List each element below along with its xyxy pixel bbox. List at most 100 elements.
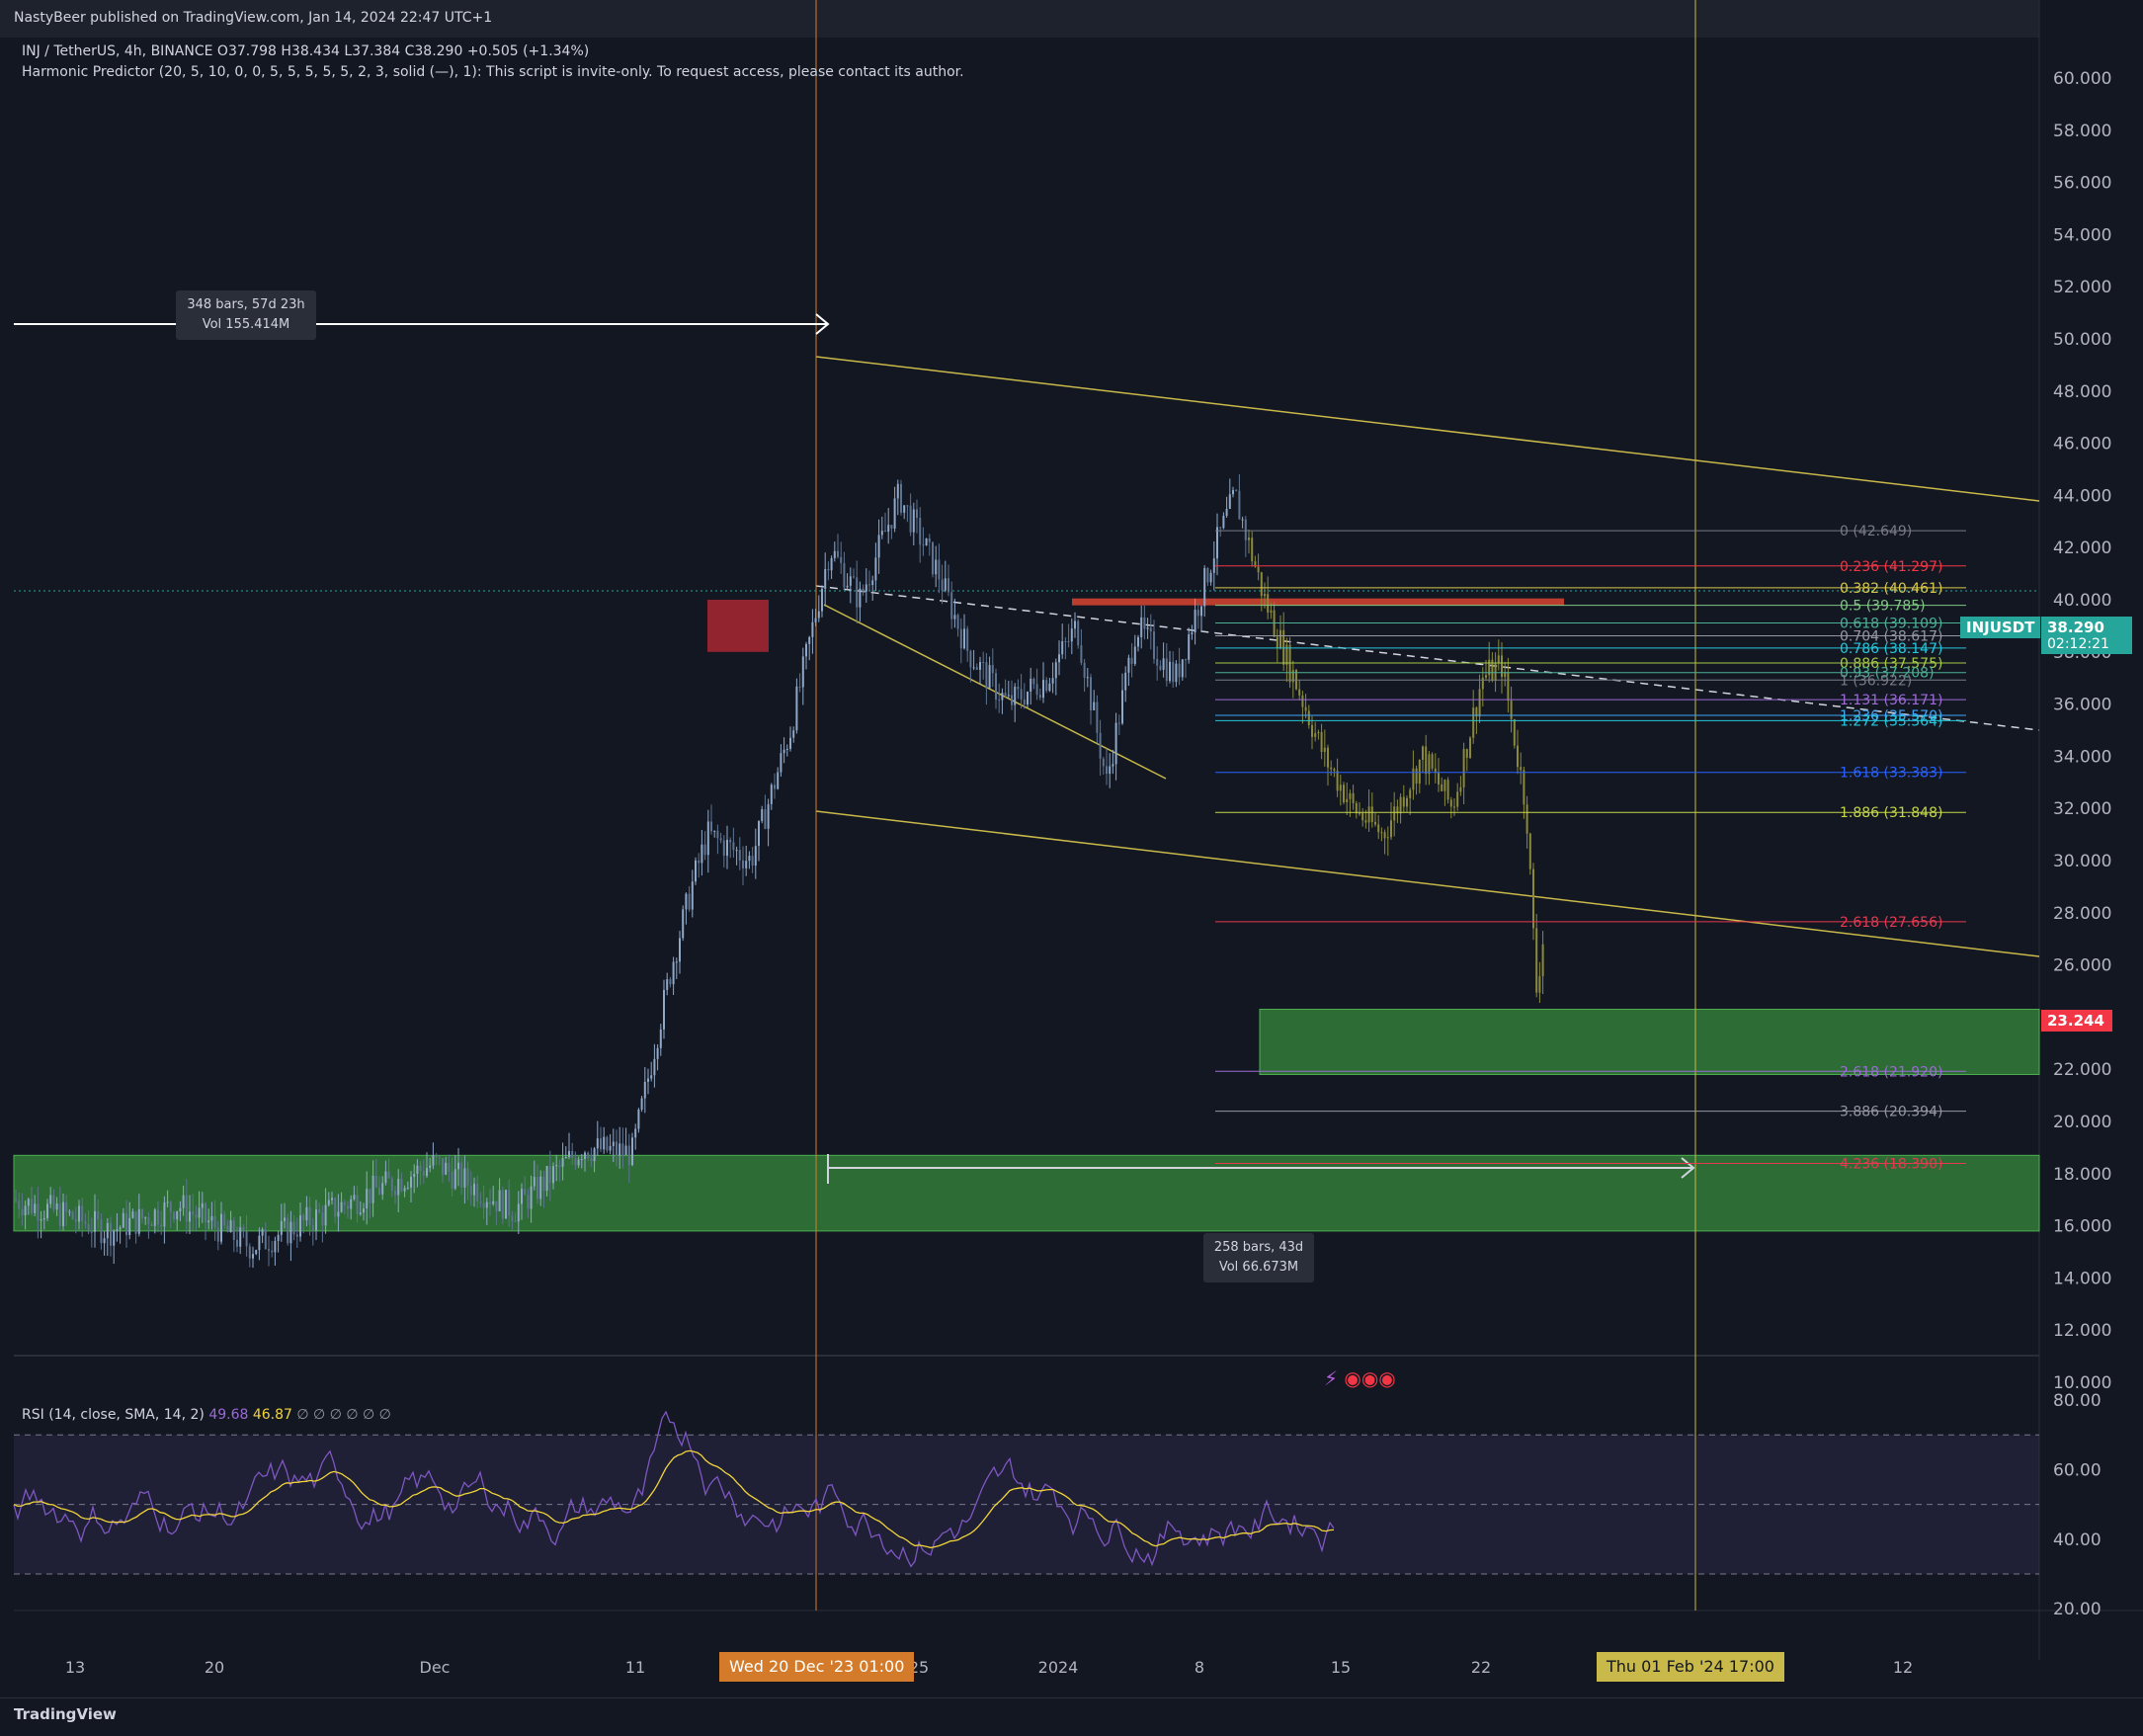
candle-body: [1485, 675, 1487, 678]
price-tick-label: 14.000: [2053, 1269, 2111, 1288]
candle-body: [906, 505, 909, 507]
candle-body: [287, 1217, 289, 1244]
candle-body: [1244, 519, 1247, 540]
price-tick-label: 58.000: [2053, 122, 2111, 141]
symbol-legend[interactable]: INJ / TetherUS, 4h, BINANCE O37.798 H38.…: [22, 43, 589, 59]
candle-body: [1399, 796, 1402, 814]
measure-arrow-2-head: [1681, 1157, 1695, 1179]
candle-body: [81, 1205, 84, 1222]
candle-body: [1449, 799, 1452, 807]
candle-body: [1431, 754, 1434, 769]
candle-body: [410, 1176, 412, 1188]
candle-body: [147, 1217, 150, 1225]
candle-body: [1415, 768, 1418, 785]
candle-body: [865, 584, 867, 592]
candle-body: [729, 839, 732, 843]
candle-body: [821, 588, 823, 612]
candle-body: [827, 568, 830, 571]
candle-body: [751, 856, 754, 867]
measure-1-vol: Vol 155.414M: [202, 317, 290, 332]
candle-body: [862, 588, 865, 592]
candle-body: [24, 1205, 27, 1215]
candle-body: [1042, 680, 1044, 699]
candle-body: [1355, 802, 1358, 814]
price-axis: 60.000 58.000 56.000 54.000 52.000 50.000 48.0…: [2053, 69, 2111, 1393]
candle-body: [419, 1165, 422, 1171]
top-bar: [0, 0, 2143, 38]
candle-body: [1054, 662, 1057, 679]
candle-body: [1140, 617, 1143, 637]
candle-body: [1080, 645, 1083, 663]
candle-body: [1330, 767, 1333, 770]
candle-body: [479, 1200, 482, 1203]
candle-body: [624, 1145, 627, 1155]
candle-body: [650, 1075, 653, 1079]
candle-body: [634, 1128, 637, 1138]
ohlc-change: +0.505 (+1.34%): [466, 43, 590, 59]
fib-label: 0.786 (38.147): [1840, 641, 1942, 657]
price-chart[interactable]: 0 (42.649) 0.236 (41.297) 0.382 (40.461) 0.…: [0, 0, 2143, 1660]
candle-body: [239, 1227, 242, 1247]
candle-body: [381, 1183, 384, 1195]
candle-body: [956, 615, 959, 629]
candle-body: [315, 1209, 317, 1231]
candle-body: [192, 1211, 195, 1215]
candle-body: [1248, 537, 1250, 540]
candle-body: [1323, 747, 1326, 753]
candle-body: [65, 1201, 68, 1212]
candle-body: [1020, 689, 1023, 700]
candle-body: [1212, 558, 1215, 573]
candle-body: [350, 1199, 353, 1209]
candle-body: [621, 1143, 624, 1155]
lightning-icon[interactable]: ⚡: [1324, 1366, 1339, 1390]
candle-body: [1153, 631, 1155, 659]
time-tick-label: Dec: [419, 1658, 451, 1677]
candle-body: [941, 579, 944, 591]
indicator-legend[interactable]: Harmonic Predictor (20, 5, 10, 0, 0, 5, …: [22, 64, 964, 80]
price-tick-label: 44.000: [2053, 486, 2111, 506]
event-icons[interactable]: ⚡ ◉◉◉: [1324, 1366, 1396, 1390]
price-tick-label: 56.000: [2053, 174, 2111, 194]
candle-body: [1438, 772, 1440, 785]
candle-body: [770, 785, 773, 804]
candle-body: [220, 1213, 222, 1242]
candle-body: [173, 1211, 175, 1220]
candle-body: [438, 1156, 441, 1158]
candle-body: [460, 1162, 463, 1188]
candle-body: [1051, 678, 1054, 684]
candle-body: [1254, 561, 1257, 567]
candle-body: [846, 585, 849, 588]
axis-bg: [2039, 0, 2143, 1660]
candle-body: [482, 1202, 485, 1208]
us-flag-icon[interactable]: ◉◉◉: [1344, 1366, 1396, 1390]
candle-body: [245, 1231, 248, 1247]
price-tick-label: 28.000: [2053, 904, 2111, 924]
rsi-legend[interactable]: RSI (14, close, SMA, 14, 2) 49.68 46.87 …: [22, 1407, 391, 1423]
candle-body: [521, 1189, 523, 1204]
candle-body: [302, 1215, 305, 1221]
candle-body: [1361, 812, 1364, 821]
candle-body: [675, 961, 678, 963]
candle-body: [1520, 767, 1523, 771]
ohlc-low: L37.384: [344, 43, 401, 59]
candle-body: [1517, 745, 1519, 768]
candle-body: [453, 1169, 456, 1190]
price-tick-label: 42.000: [2053, 538, 2111, 558]
candle-body: [716, 830, 719, 839]
zone-demand-lower: [13, 1154, 2040, 1232]
fib-label: 0.704 (38.617): [1840, 629, 1942, 645]
price-tick-label: 50.000: [2053, 330, 2111, 350]
candle-body: [758, 820, 760, 847]
target-date-label: Thu 01 Feb '24 17:00: [1597, 1652, 1784, 1682]
candle-body: [542, 1176, 545, 1192]
candle-body: [1402, 796, 1405, 807]
candle-body: [34, 1203, 37, 1213]
time-tick-label: 2024: [1037, 1658, 1079, 1677]
candle-body: [627, 1145, 630, 1166]
candle-body: [1453, 806, 1455, 808]
candle-body: [176, 1210, 179, 1220]
candle-body: [422, 1170, 425, 1177]
candle-body: [1497, 655, 1500, 663]
candle-body: [609, 1145, 612, 1151]
candle-body: [1434, 768, 1437, 773]
